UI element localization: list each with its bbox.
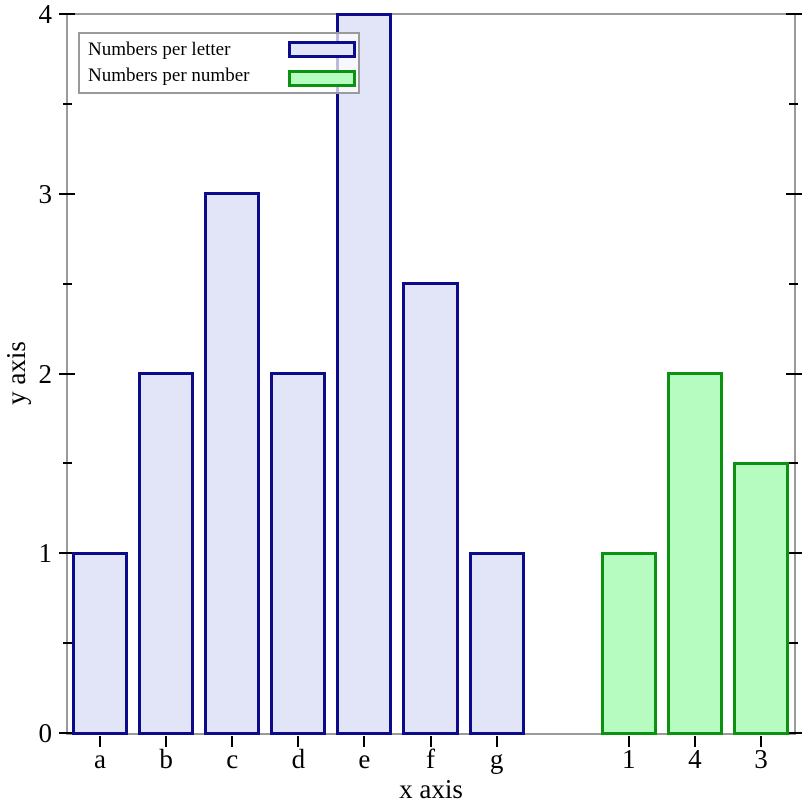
x-tick	[297, 736, 300, 747]
x-tick-label: 3	[754, 744, 768, 774]
y-major-tick	[59, 552, 75, 555]
bar	[336, 12, 393, 735]
y-major-tick	[786, 372, 802, 375]
x-tick-label: d	[291, 744, 306, 774]
y-minor-tick	[789, 642, 798, 645]
bar	[732, 461, 789, 735]
x-tick-label: b	[159, 744, 173, 774]
y-tick-label: 0	[38, 718, 53, 748]
x-tick	[693, 736, 696, 747]
bar	[138, 372, 195, 735]
x-tick-label: f	[426, 744, 435, 774]
y-major-tick	[59, 732, 75, 734]
x-tick-label: a	[94, 744, 107, 774]
y-minor-tick	[789, 102, 798, 105]
y-tick-label: 1	[38, 538, 53, 569]
x-tick	[429, 736, 432, 747]
y-minor-tick	[63, 462, 72, 465]
x-tick	[759, 736, 762, 747]
y-major-tick	[786, 192, 802, 195]
x-tick	[495, 736, 498, 747]
legend-entry-numbers: Numbers per number	[88, 65, 250, 86]
y-minor-tick	[63, 282, 72, 285]
y-major-tick	[786, 552, 802, 555]
y-major-tick	[59, 192, 75, 195]
legend-entry-letters: Numbers per letter	[88, 39, 231, 60]
bar	[204, 192, 261, 735]
x-tick	[231, 736, 234, 747]
y-minor-tick	[63, 642, 72, 645]
x-tick-label: g	[489, 744, 504, 774]
x-tick	[165, 736, 168, 747]
y-major-tick	[786, 13, 802, 15]
y-tick-label: 4	[38, 0, 53, 29]
y-minor-tick	[789, 462, 798, 465]
x-tick-label: e	[358, 744, 371, 774]
y-tick-label: 3	[38, 178, 53, 209]
bar	[468, 551, 525, 735]
x-tick	[627, 736, 630, 747]
legend-swatch-letters	[288, 41, 356, 58]
bar	[270, 372, 327, 735]
y-tick-label: 2	[38, 358, 53, 389]
x-tick	[363, 736, 366, 747]
bar	[72, 551, 129, 735]
y-minor-tick	[63, 102, 72, 105]
y-axis-title: y axis	[1, 341, 31, 405]
y-major-tick	[59, 372, 75, 375]
x-axis-title: x axis	[399, 774, 463, 804]
bar	[402, 282, 459, 735]
y-major-tick	[59, 13, 75, 15]
x-tick-label: 4	[688, 744, 702, 774]
x-tick-label: c	[226, 744, 239, 774]
y-minor-tick	[789, 282, 798, 285]
legend: Numbers per letter Numbers per number	[78, 32, 360, 94]
x-tick-label: 1	[622, 744, 636, 774]
legend-swatch-numbers	[288, 70, 356, 87]
bar	[600, 551, 657, 735]
x-tick	[99, 736, 102, 747]
bar	[666, 372, 723, 735]
y-major-tick	[786, 732, 802, 734]
